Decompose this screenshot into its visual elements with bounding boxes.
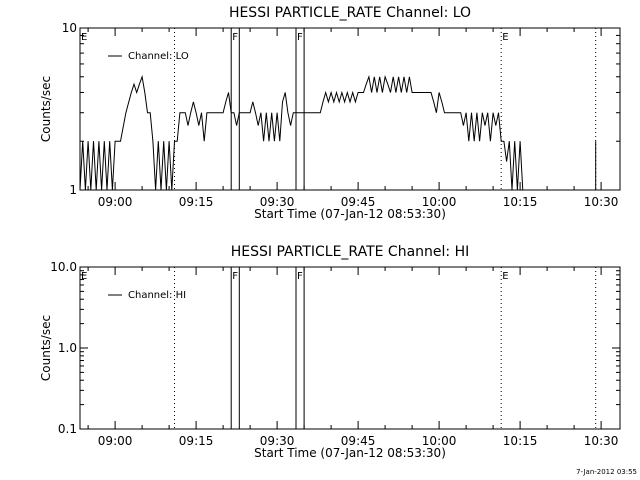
x-tick-label: 09:00	[98, 434, 133, 448]
x-tick-label: 09:00	[98, 195, 133, 209]
legend-label: Channel: HI	[128, 290, 186, 301]
event-marker-label: F	[232, 271, 238, 282]
x-tick-label: 10:00	[422, 195, 457, 209]
hi-channel-panel: HESSI PARTICLE_RATE Channel: HI 09:00 09:1…	[39, 244, 621, 460]
event-marker-label: E	[502, 271, 508, 282]
y-tick-label: 10	[62, 21, 77, 35]
y-tick-label: 1	[69, 183, 77, 197]
x-tick-label: 09:15	[179, 195, 214, 209]
x-tick-label: 09:30	[260, 195, 295, 209]
legend-label: Channel: LO	[128, 51, 189, 62]
x-tick-label: 10:30	[584, 434, 619, 448]
y-axis-label: Counts/sec	[39, 76, 53, 142]
series-line	[79, 74, 524, 191]
chart-title: HESSI PARTICLE_RATE Channel: HI	[231, 244, 469, 260]
event-marker-label: F	[297, 32, 303, 43]
event-marker-label: E	[81, 271, 87, 282]
event-marker-label: E	[502, 32, 508, 43]
x-axis-label: Start Time (07-Jan-12 08:53:30)	[254, 446, 446, 460]
x-axis-label: Start Time (07-Jan-12 08:53:30)	[254, 207, 446, 221]
x-tick-label: 10:15	[503, 195, 538, 209]
event-marker-label: E	[81, 32, 87, 43]
x-tick-label: 10:00	[422, 434, 457, 448]
plot-frame	[79, 27, 621, 191]
y-axis-label: Counts/sec	[39, 315, 53, 381]
generation-timestamp: 7-Jan-2012 03:55	[576, 468, 637, 476]
x-tick-label: 10:15	[503, 434, 538, 448]
chart-title: HESSI PARTICLE_RATE Channel: LO	[229, 5, 471, 21]
x-tick-label: 09:45	[341, 195, 376, 209]
x-tick-label: 09:15	[179, 434, 214, 448]
x-tick-label: 09:45	[341, 434, 376, 448]
y-tick-label: 0.1	[58, 422, 77, 436]
x-tick-label: 09:30	[260, 434, 295, 448]
y-tick-label: 10.0	[50, 260, 77, 274]
event-marker-label: F	[297, 271, 303, 282]
x-tick-label: 10:30	[584, 195, 619, 209]
event-marker-label: F	[232, 32, 238, 43]
lo-channel-panel: HESSI PARTICLE_RATE Channel: LO 09:00 09:1…	[39, 5, 621, 221]
y-tick-label: 1.0	[58, 341, 77, 355]
